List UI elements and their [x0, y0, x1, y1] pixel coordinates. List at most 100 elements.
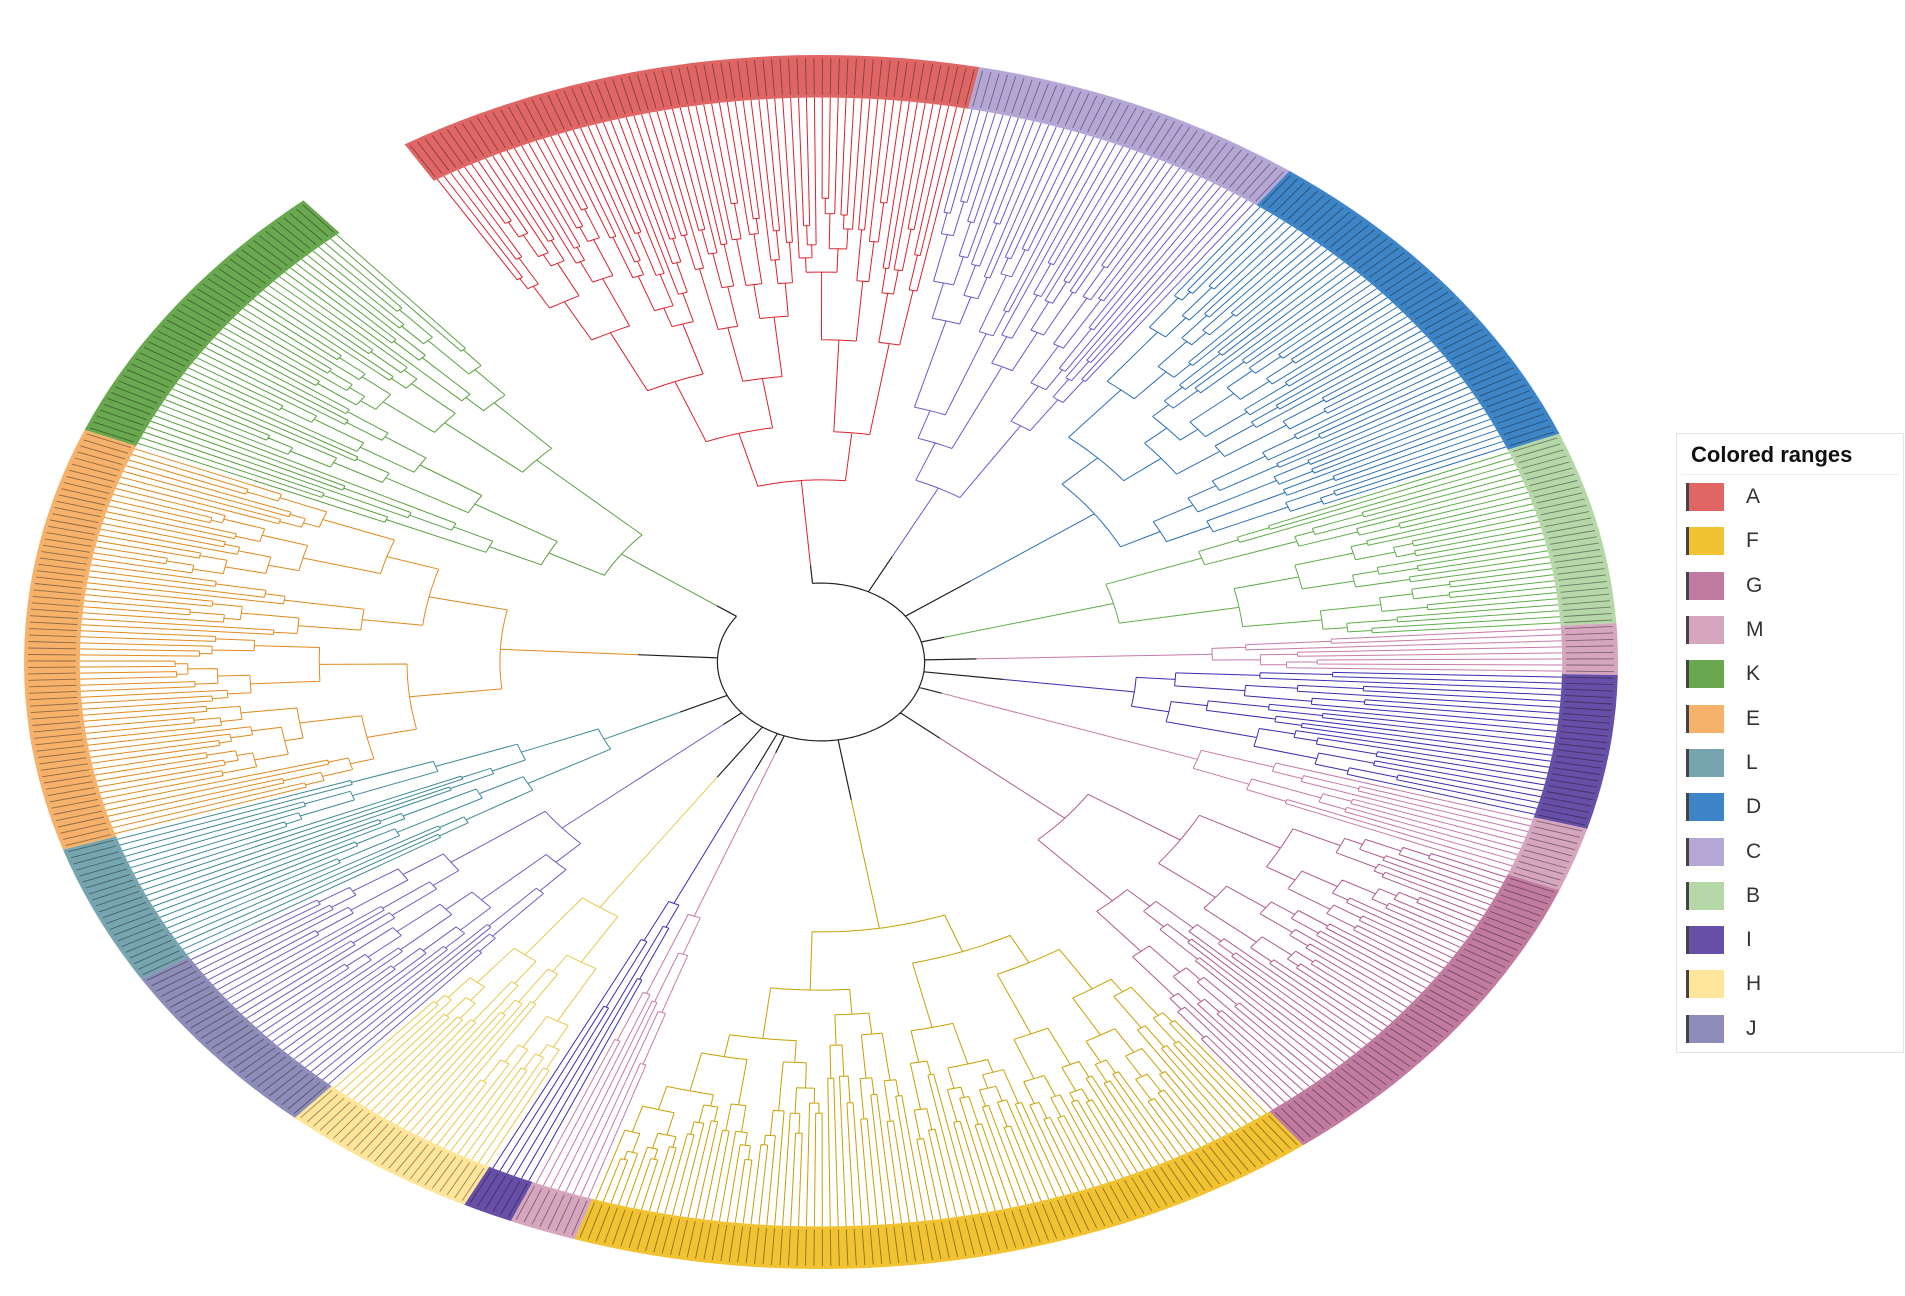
- legend-item-E: E: [1677, 696, 1903, 740]
- range-D: [1256, 170, 1560, 450]
- legend-swatch: [1686, 793, 1724, 822]
- leaf-labels-A: [409, 57, 975, 177]
- leaf-labels-M: [515, 1185, 588, 1236]
- legend-item-B: B: [1677, 874, 1903, 918]
- legend-item-F: F: [1677, 519, 1903, 563]
- leaf-labels-G: [1274, 877, 1555, 1142]
- clade-branches-M: [1192, 749, 1533, 872]
- clade-branches-K: [137, 234, 643, 576]
- clade-stem-F: [850, 799, 880, 929]
- range-B: [1507, 433, 1617, 626]
- clade-stem-M: [941, 692, 1198, 760]
- range-A: [404, 55, 980, 181]
- leaf-labels-H: [300, 1089, 485, 1201]
- clade-stem-K: [621, 553, 718, 607]
- legend-label: B: [1746, 883, 1761, 907]
- clade-branches-C: [913, 109, 1254, 499]
- range-E: [24, 429, 137, 850]
- clade-branches-M: [1211, 628, 1563, 672]
- legend-item-D: D: [1677, 785, 1903, 829]
- legend-label: J: [1746, 1016, 1757, 1040]
- legend-title: Colored ranges: [1681, 434, 1899, 475]
- backbone-branches: [637, 556, 1003, 800]
- legend-swatch: [1686, 571, 1724, 600]
- leaf-labels-L: [67, 839, 184, 976]
- legend-item-C: C: [1677, 829, 1903, 873]
- clade-stem-J: [561, 724, 724, 829]
- range-L: [63, 836, 189, 980]
- legend-swatch: [1686, 1014, 1724, 1043]
- legend-swatch: [1686, 527, 1724, 556]
- leaf-labels-J: [146, 960, 327, 1114]
- legend-label: L: [1746, 750, 1758, 774]
- clade-branches-I: [492, 901, 680, 1182]
- clade-branches-E: [79, 448, 508, 835]
- leaf-labels-C: [972, 70, 1285, 202]
- legend-swatch: [1686, 704, 1724, 733]
- legend-item-K: K: [1677, 652, 1903, 696]
- legend-label: A: [1746, 485, 1761, 509]
- legend-label: C: [1746, 839, 1762, 863]
- range-M: [1560, 623, 1618, 675]
- legend-swatch: [1686, 970, 1724, 999]
- range-M: [1507, 817, 1588, 891]
- leaf-labels-B: [1512, 437, 1613, 623]
- legend-label: I: [1746, 928, 1752, 952]
- range-G: [1269, 874, 1560, 1146]
- range-K: [84, 200, 340, 446]
- leaf-labels-F: [579, 1115, 1298, 1267]
- clade-stem-M: [693, 752, 777, 917]
- legend-item-H: H: [1677, 962, 1903, 1006]
- leaf-labels-K: [89, 204, 335, 443]
- legend-swatch: [1686, 881, 1724, 910]
- clade-branches-F: [595, 914, 1267, 1227]
- legend-label: H: [1746, 972, 1762, 996]
- clade-stem-C: [891, 487, 939, 557]
- legend-item-L: L: [1677, 741, 1903, 785]
- range-J: [141, 957, 332, 1118]
- legend-item-G: G: [1677, 564, 1903, 608]
- clade-stem-M: [976, 653, 1213, 660]
- clade-stem-I: [1002, 678, 1135, 693]
- range-I: [1533, 674, 1618, 829]
- range-C: [968, 67, 1290, 206]
- clade-stem-A: [800, 480, 811, 566]
- clade-stem-B: [944, 603, 1114, 638]
- clade-branches-J: [190, 810, 582, 1085]
- legend-swatch: [1686, 837, 1724, 866]
- leaf-labels-M: [1564, 625, 1615, 673]
- legend-label: E: [1746, 706, 1761, 730]
- range-F: [574, 1111, 1304, 1269]
- clade-branches-B: [1105, 452, 1561, 634]
- leaf-labels-M: [1512, 820, 1583, 887]
- clade-stem-E: [500, 648, 638, 656]
- legend-label: G: [1746, 573, 1763, 597]
- clade-stem-L: [603, 711, 681, 740]
- legend-swatch: [1686, 483, 1724, 512]
- clade-branches-H: [334, 897, 619, 1166]
- legend-label: F: [1746, 529, 1759, 553]
- leaf-labels-D: [1261, 174, 1555, 447]
- legend-swatch: [1686, 660, 1724, 689]
- legend-label: K: [1746, 662, 1761, 686]
- leaf-labels-E: [27, 433, 132, 847]
- clade-stem-D: [970, 513, 1095, 582]
- clade-branches-A: [436, 97, 965, 487]
- legend-item-J: J: [1677, 1007, 1903, 1051]
- clade-stem-G: [939, 737, 1066, 819]
- clade-stem-H: [599, 776, 718, 908]
- legend-label: M: [1746, 618, 1764, 642]
- legend-item-M: M: [1677, 608, 1903, 652]
- clade-branches-I: [1130, 671, 1562, 815]
- range-I: [464, 1166, 533, 1222]
- legend-label: D: [1746, 795, 1762, 819]
- legend-swatch: [1686, 926, 1724, 955]
- range-H: [294, 1086, 490, 1205]
- clade-branches-G: [1037, 793, 1507, 1111]
- clade-branches-L: [117, 728, 612, 955]
- leaf-labels-I: [1538, 676, 1614, 826]
- clade-branches-M: [535, 913, 701, 1199]
- legend-item-A: A: [1677, 475, 1903, 519]
